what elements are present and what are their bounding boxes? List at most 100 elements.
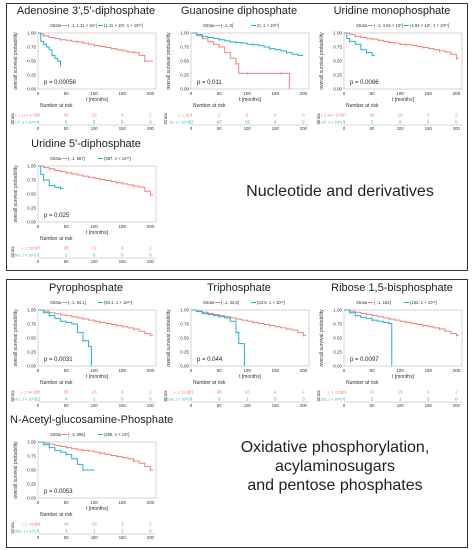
- risk-count: 6: [37, 529, 40, 534]
- risk-count: 0: [302, 397, 305, 402]
- x-tick-label: 200: [147, 91, 155, 96]
- risk-count: 2: [218, 113, 221, 118]
- legend-label-2: (265, 1 × 10⁶]: [104, 432, 129, 437]
- p-value: p = 0.025: [44, 213, 70, 219]
- km-title: Pyrophosphate: [49, 282, 123, 294]
- strata-title: Strata: [203, 300, 215, 305]
- risk-x-tick-label: 0: [190, 403, 193, 408]
- y-tick-label: 0.00: [180, 87, 189, 92]
- y-tick-label: 0.25: [333, 73, 342, 78]
- risk-x-tick-label: 0: [190, 126, 193, 131]
- strata-axis-label: Strata: [163, 113, 168, 125]
- risk-x-tick-label: 200: [453, 403, 461, 408]
- strata-title: Strata: [356, 300, 368, 305]
- y-tick-label: 0.50: [27, 59, 36, 64]
- risk-table-title: Number at risk: [40, 103, 73, 109]
- strata-axis-label: Strata: [316, 113, 321, 125]
- risk-row-label: (-.1, 153]: [328, 391, 342, 395]
- survival-curve-2: [344, 32, 375, 56]
- plot-area: [37, 441, 157, 499]
- risk-count: 2: [149, 522, 152, 527]
- y-tick-label: 1.00: [180, 31, 189, 36]
- y-axis-label: overall survival probability: [166, 32, 172, 90]
- risk-x-tick-label: 150: [119, 259, 127, 264]
- risk-x-tick-label: 200: [147, 259, 155, 264]
- y-tick-label: 0.50: [27, 468, 36, 473]
- risk-x-tick-label: 150: [119, 403, 127, 408]
- risk-row-label: (4.94 × 10⁵, 1 × 10¹⁰]: [316, 121, 342, 125]
- strata-title: Strata: [50, 432, 62, 437]
- risk-x-tick-label: 150: [272, 403, 280, 408]
- y-tick-label: 0.50: [333, 59, 342, 64]
- survival-curve-2: [191, 32, 304, 56]
- risk-count: 19: [92, 113, 98, 118]
- risk-row-label: (1.11 × 10⁶, 1 × 10¹⁰]: [10, 121, 36, 125]
- risk-count: 3: [218, 397, 221, 402]
- p-value: p = 0.0086: [350, 80, 379, 86]
- y-axis-label: overall survival probability: [13, 165, 19, 223]
- y-axis-label: overall survival probability: [13, 32, 19, 90]
- y-tick-label: 0.25: [27, 482, 36, 487]
- risk-count: 2: [149, 113, 152, 118]
- risk-count: 0: [427, 120, 430, 125]
- y-tick-label: 1.00: [27, 308, 36, 313]
- risk-count: 1: [65, 253, 68, 258]
- risk-count: 44: [64, 522, 70, 527]
- survival-curve-1: [38, 309, 154, 336]
- x-tick-label: 0: [190, 368, 193, 373]
- x-tick-label: 150: [119, 368, 127, 373]
- risk-count: 0: [246, 113, 249, 118]
- strata-axis-label: Strata: [10, 390, 15, 402]
- risk-count: 0: [121, 253, 124, 258]
- km-title: Ribose 1,5-bisphosphate: [331, 282, 453, 294]
- risk-count: 2: [302, 120, 305, 125]
- x-tick-label: 50: [64, 91, 70, 96]
- risk-row-label: (-.1, 0]: [179, 114, 189, 118]
- plot-area: [343, 309, 463, 367]
- y-tick-label: 1.00: [27, 31, 36, 36]
- survival-curve-1: [38, 441, 154, 471]
- risk-count: 49: [64, 113, 70, 118]
- risk-count: 0: [274, 113, 277, 118]
- x-tick-label: 200: [147, 368, 155, 373]
- p-value: p = 0.044: [197, 357, 223, 363]
- risk-count: 4: [427, 390, 430, 395]
- risk-x-tick-label: 100: [397, 403, 405, 408]
- x-tick-label: 0: [190, 91, 193, 96]
- risk-x-tick-label: 150: [272, 126, 280, 131]
- risk-count: 19: [245, 120, 251, 125]
- risk-x-tick-label: 150: [425, 126, 433, 131]
- plot-area: [37, 32, 157, 90]
- risk-table-title: Number at risk: [193, 103, 226, 109]
- survival-curve-1: [191, 309, 307, 336]
- risk-x-tick-label: 50: [217, 403, 222, 408]
- risk-count: 2: [302, 390, 305, 395]
- risk-count: 45: [64, 390, 70, 395]
- km-svg: Strata (-.1, 567] (567, 1 × 10¹⁰] 0.00 0.25 0…: [10, 156, 157, 264]
- survival-curve-2: [38, 32, 61, 67]
- risk-x-tick-label: 200: [147, 535, 155, 540]
- x-tick-label: 50: [370, 91, 376, 96]
- x-tick-label: 100: [90, 91, 98, 96]
- y-tick-label: 0.00: [27, 496, 36, 501]
- risk-count: 2: [371, 397, 374, 402]
- plot-area: [343, 32, 463, 90]
- x-tick-label: 50: [64, 500, 70, 505]
- risk-x-tick-label: 100: [91, 403, 99, 408]
- survival-curve-2: [38, 165, 64, 189]
- x-tick-label: 200: [300, 368, 308, 373]
- x-tick-label: 50: [64, 224, 70, 229]
- risk-row-label: (-.1, 265]: [22, 523, 36, 527]
- risk-count: 46: [217, 390, 223, 395]
- section-label-nucleotides: Nucleotide and derivatives: [246, 183, 434, 200]
- legend-label-2: (84.1, 1 × 10¹⁰]: [104, 300, 132, 305]
- x-tick-label: 100: [396, 91, 404, 96]
- risk-count: 1: [93, 397, 96, 402]
- x-tick-label: 100: [243, 368, 251, 373]
- y-tick-label: 1.00: [27, 440, 36, 445]
- risk-count: 96: [35, 113, 41, 118]
- strata-axis-label: Strata: [163, 390, 168, 402]
- x-tick-label: 0: [343, 91, 346, 96]
- risk-count: 4: [121, 390, 124, 395]
- x-tick-label: 150: [425, 91, 433, 96]
